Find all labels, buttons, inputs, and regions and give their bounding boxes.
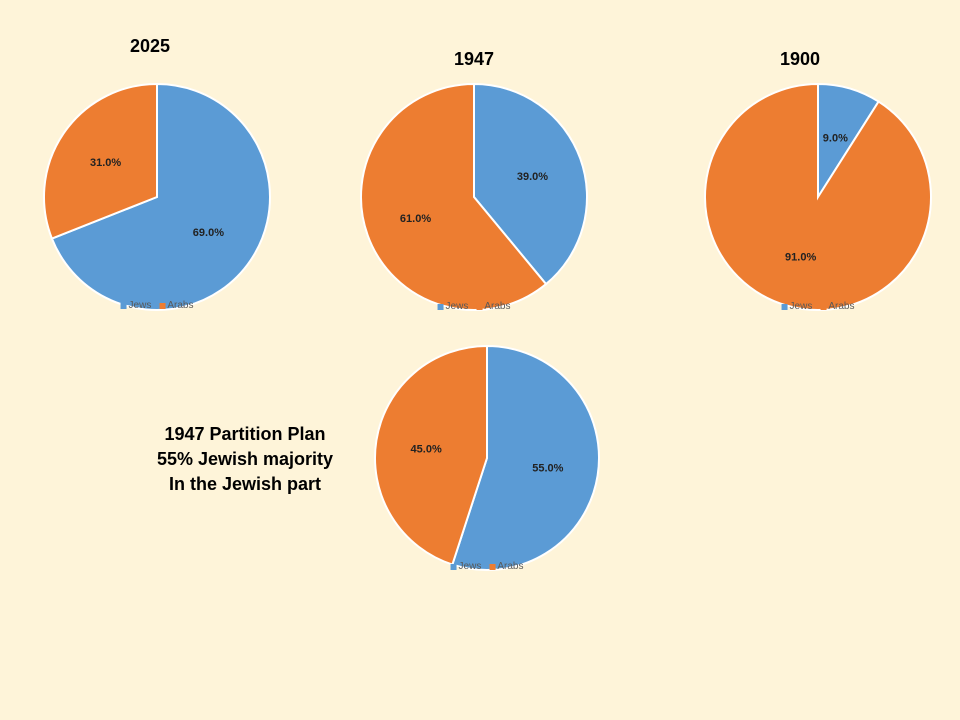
legend-swatch-arabs xyxy=(159,302,166,309)
pie-slice-arabs xyxy=(43,82,158,240)
chart-title-1947: 1947 xyxy=(453,49,495,69)
legend-swatch-arabs xyxy=(489,563,496,570)
legend-label-jews: Jews xyxy=(789,301,813,312)
legend-item-arabs: Arabs xyxy=(820,301,854,312)
legend-item-jews: Jews xyxy=(437,301,469,312)
data-label-jews: 69.0% xyxy=(193,227,224,239)
legend-swatch-jews xyxy=(437,303,444,310)
legend-item-jews: Jews xyxy=(450,561,482,572)
note-line-1: 1947 Partition Plan xyxy=(164,424,326,444)
pie-slice-jews xyxy=(451,344,601,571)
legend-item-jews: Jews xyxy=(120,300,152,311)
pie-slice-arabs xyxy=(374,344,488,566)
legend-item-arabs: Arabs xyxy=(159,300,193,311)
legend-2025: Jews Arabs xyxy=(120,300,193,311)
legend-swatch-arabs xyxy=(820,303,827,310)
legend-label-jews: Jews xyxy=(458,561,482,572)
legend-item-arabs: Arabs xyxy=(476,301,510,312)
legend-label-arabs: Arabs xyxy=(497,561,524,572)
legend-swatch-arabs xyxy=(476,303,483,310)
legend-label-arabs: Arabs xyxy=(484,301,511,312)
pie-slice-arabs xyxy=(360,82,548,311)
legend-partition: Jews Arabs xyxy=(450,561,523,572)
legend-label-jews: Jews xyxy=(445,301,469,312)
chart-title-2025: 2025 xyxy=(129,36,171,56)
note-line-3: In the Jewish part xyxy=(168,474,322,494)
legend-swatch-jews xyxy=(781,303,788,310)
legend-label-arabs: Arabs xyxy=(167,300,194,311)
pie-slice-jews xyxy=(50,82,271,311)
legend-label-arabs: Arabs xyxy=(828,301,855,312)
data-label-arabs: 45.0% xyxy=(411,443,442,455)
data-label-arabs: 61.0% xyxy=(400,213,431,225)
note-line-2: 55% Jewish majority xyxy=(156,449,334,469)
data-label-jews: 55.0% xyxy=(532,463,563,475)
legend-1947: Jews Arabs xyxy=(437,301,510,312)
legend-item-jews: Jews xyxy=(781,301,813,312)
partition-note: 1947 Partition Plan 55% Jewish majority … xyxy=(130,422,360,497)
legend-swatch-jews xyxy=(450,563,457,570)
data-label-arabs: 91.0% xyxy=(785,252,816,264)
data-label-jews: 39.0% xyxy=(517,171,548,183)
legend-item-arabs: Arabs xyxy=(489,561,523,572)
legend-label-jews: Jews xyxy=(128,300,152,311)
pie-slice-jews xyxy=(473,82,588,286)
legend-1900: Jews Arabs xyxy=(781,301,854,312)
data-label-jews: 9.0% xyxy=(823,132,848,144)
chart-title-1900: 1900 xyxy=(779,49,821,69)
data-label-arabs: 31.0% xyxy=(90,157,121,169)
legend-swatch-jews xyxy=(120,302,127,309)
